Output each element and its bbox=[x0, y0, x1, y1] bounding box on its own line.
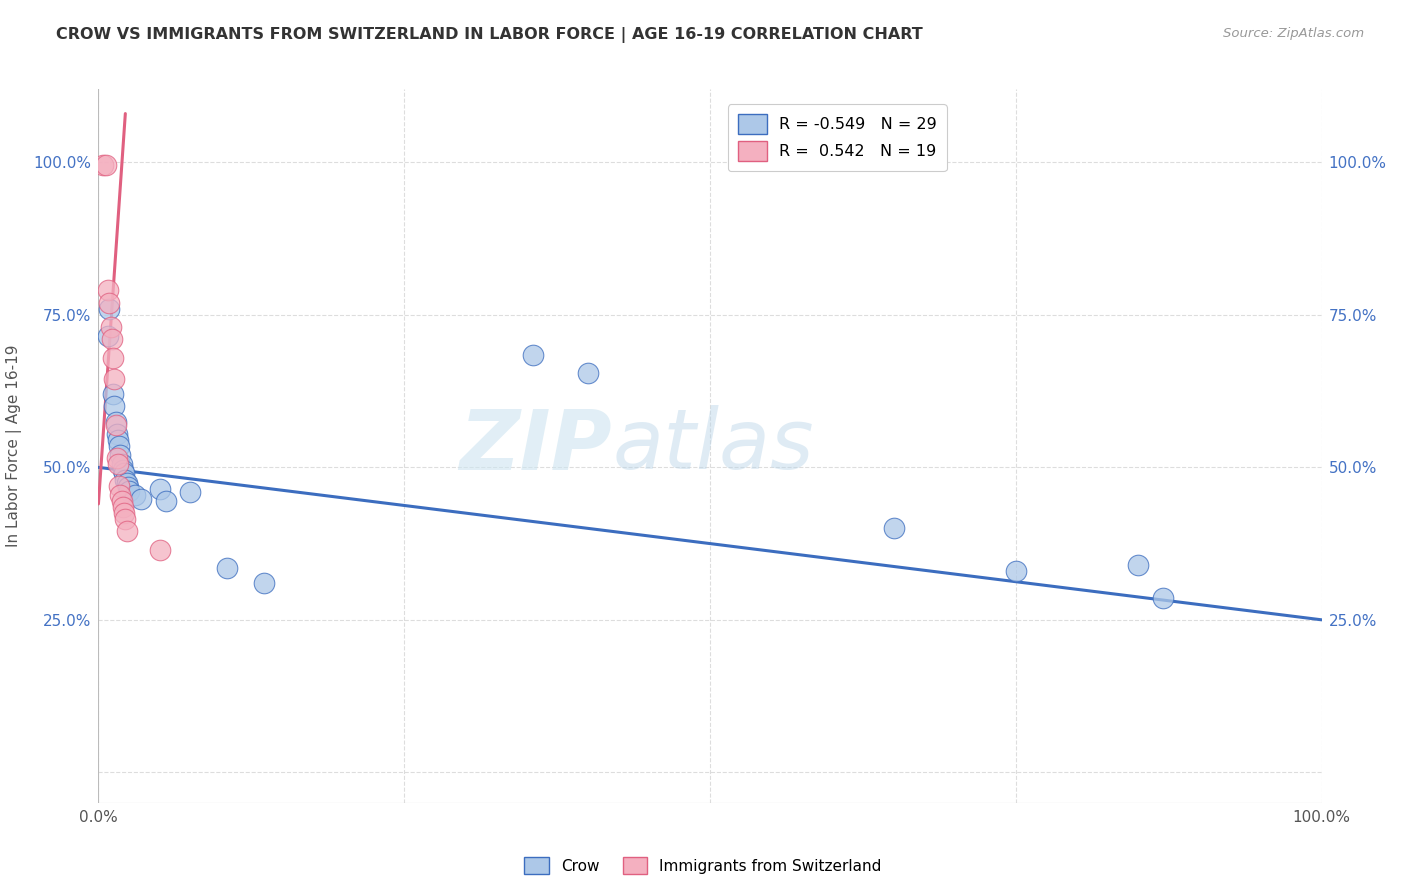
Point bbox=[100, 320, 122, 334]
Point bbox=[101, 332, 124, 346]
Point bbox=[111, 458, 134, 472]
Point bbox=[98, 295, 121, 310]
Point bbox=[104, 415, 127, 429]
Point bbox=[111, 500, 134, 514]
Point bbox=[179, 484, 201, 499]
Point bbox=[1152, 591, 1174, 606]
Point bbox=[124, 488, 146, 502]
Point bbox=[103, 400, 125, 414]
Point bbox=[103, 372, 125, 386]
Point bbox=[107, 433, 129, 447]
Point bbox=[522, 347, 544, 361]
Point bbox=[105, 451, 128, 466]
Point bbox=[107, 458, 129, 472]
Point bbox=[112, 506, 135, 520]
Point bbox=[112, 467, 135, 481]
Point bbox=[115, 524, 138, 539]
Point bbox=[110, 448, 132, 462]
Point bbox=[105, 426, 128, 441]
Point bbox=[98, 301, 121, 316]
Point bbox=[101, 351, 124, 365]
Text: Source: ZipAtlas.com: Source: ZipAtlas.com bbox=[1223, 27, 1364, 40]
Point bbox=[97, 284, 120, 298]
Legend: Crow, Immigrants from Switzerland: Crow, Immigrants from Switzerland bbox=[519, 851, 887, 880]
Point bbox=[129, 491, 152, 506]
Point bbox=[883, 521, 905, 535]
Point bbox=[155, 494, 177, 508]
Point bbox=[91, 158, 114, 172]
Point bbox=[117, 480, 139, 494]
Y-axis label: In Labor Force | Age 16-19: In Labor Force | Age 16-19 bbox=[7, 344, 22, 548]
Point bbox=[149, 482, 172, 496]
Point bbox=[215, 561, 238, 575]
Legend: R = -0.549   N = 29, R =  0.542   N = 19: R = -0.549 N = 29, R = 0.542 N = 19 bbox=[728, 104, 946, 171]
Point bbox=[149, 542, 172, 557]
Point bbox=[108, 478, 131, 492]
Point bbox=[1004, 564, 1026, 578]
Point bbox=[94, 158, 117, 172]
Text: atlas: atlas bbox=[612, 406, 814, 486]
Point bbox=[111, 494, 134, 508]
Point bbox=[114, 512, 136, 526]
Point bbox=[115, 475, 138, 490]
Point bbox=[111, 463, 134, 477]
Point bbox=[114, 473, 136, 487]
Point bbox=[97, 329, 120, 343]
Point bbox=[110, 488, 132, 502]
Text: CROW VS IMMIGRANTS FROM SWITZERLAND IN LABOR FORCE | AGE 16-19 CORRELATION CHART: CROW VS IMMIGRANTS FROM SWITZERLAND IN L… bbox=[56, 27, 922, 43]
Point bbox=[1128, 558, 1150, 572]
Point bbox=[118, 483, 141, 498]
Point bbox=[108, 439, 131, 453]
Point bbox=[101, 387, 124, 401]
Point bbox=[576, 366, 599, 380]
Text: ZIP: ZIP bbox=[460, 406, 612, 486]
Point bbox=[104, 417, 127, 432]
Point bbox=[252, 576, 274, 591]
